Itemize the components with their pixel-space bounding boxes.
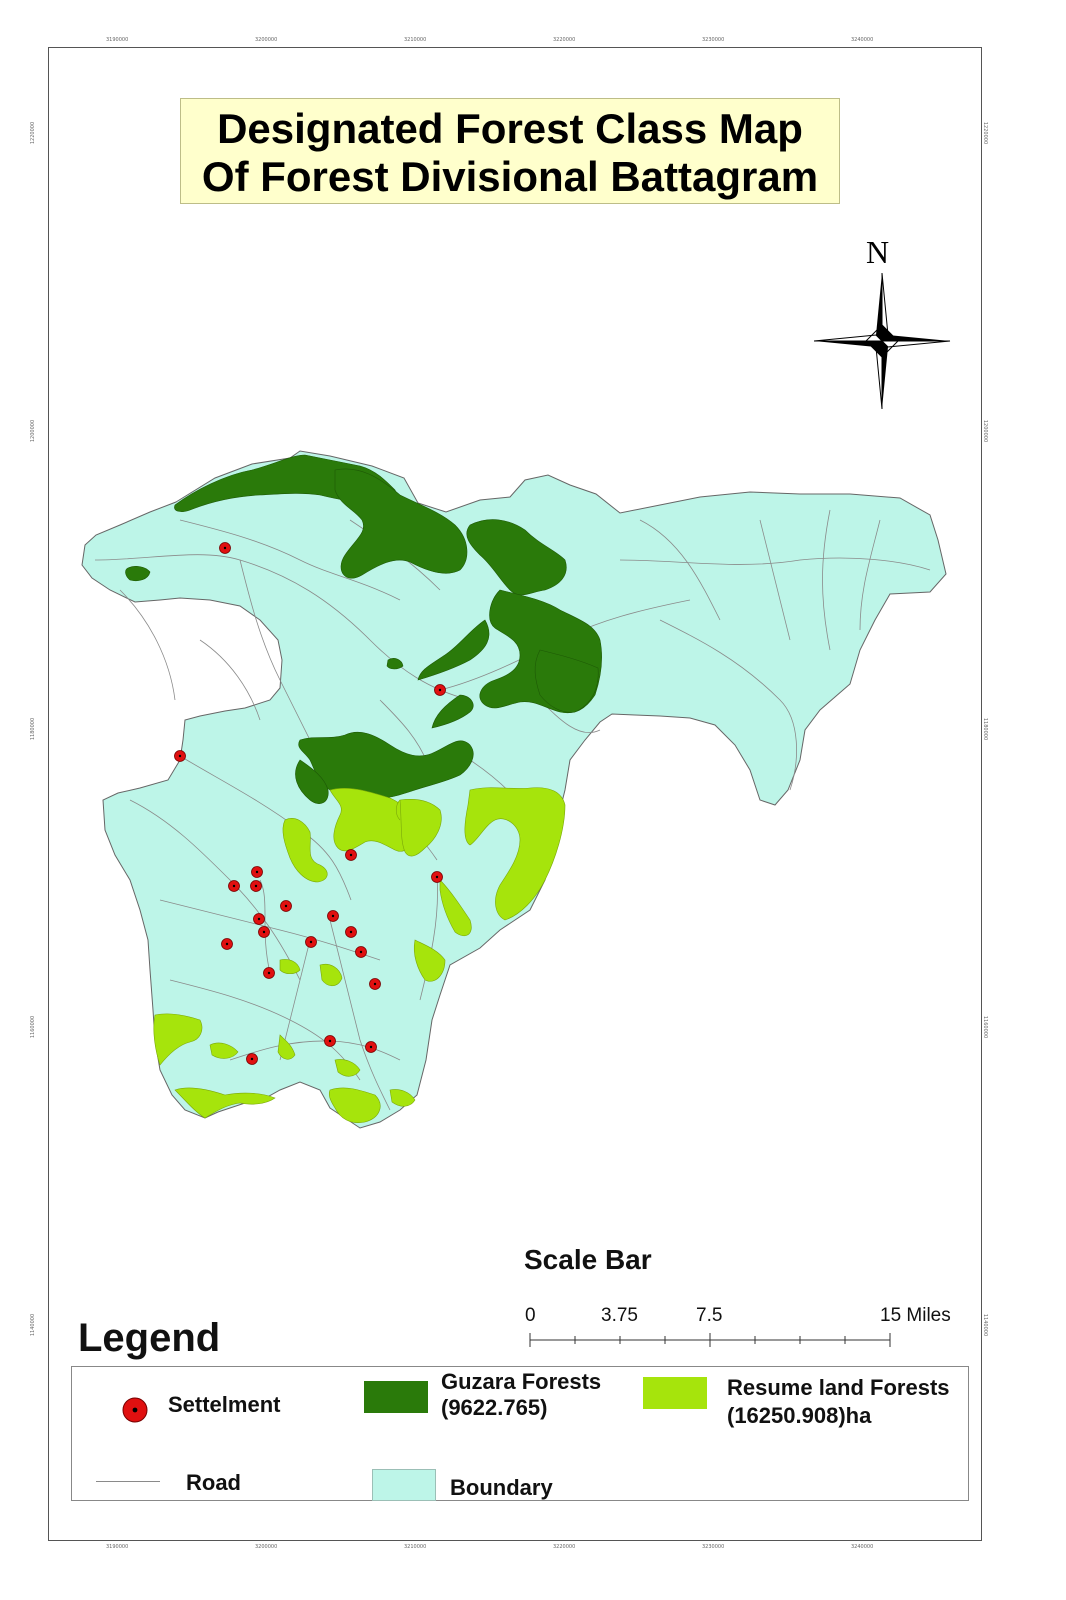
grid-label-x-bottom: 3220000: [553, 1544, 576, 1550]
settlement-marker: [365, 1041, 377, 1053]
legend-resume-swatch: [643, 1377, 707, 1409]
scale-bar-title: Scale Bar: [524, 1244, 652, 1275]
legend-road-swatch: [96, 1481, 160, 1482]
compass-rose-icon: [814, 272, 951, 410]
legend-settlement-label: Settelment: [168, 1392, 281, 1417]
legend-road-label: Road: [186, 1470, 241, 1495]
grid-label-x-bottom: 3240000: [851, 1544, 874, 1550]
settlement-marker: [250, 880, 262, 892]
settlement-marker: [246, 1053, 258, 1065]
map-title-line1: Designated Forest Class Map: [217, 105, 803, 152]
map-frame: [48, 47, 982, 1541]
grid-label-x-top: 3200000: [255, 37, 278, 43]
settlement-marker: [431, 871, 443, 883]
settlement-marker: [280, 900, 292, 912]
settlement-marker: [327, 910, 339, 922]
legend-resume-label-line2: (16250.908)ha: [727, 1403, 872, 1428]
grid-label-x-top: 3230000: [702, 37, 725, 43]
legend-resume-label-line1: Resume land Forests: [727, 1375, 950, 1400]
scale-label-7-5: 7.5: [696, 1305, 723, 1326]
guzara-forest-areas: [125, 454, 602, 804]
grid-label-x-top: 3240000: [851, 37, 874, 43]
settlement-marker: [263, 967, 275, 979]
map-title-line2: Of Forest Divisional Battagram: [201, 153, 819, 200]
grid-label-x-bottom: 3210000: [404, 1544, 427, 1550]
settlement-marker: [174, 750, 186, 762]
legend-title: Legend: [78, 1316, 221, 1360]
scale-label-0: 0: [525, 1305, 536, 1326]
grid-label-x-bottom: 3200000: [255, 1544, 278, 1550]
settlement-marker: [219, 542, 231, 554]
map-title: Designated Forest Class Map Of Forest Di…: [180, 98, 840, 204]
settlement-marker: [221, 938, 233, 950]
settlement-symbol-icon: [122, 1397, 148, 1423]
north-label: N: [866, 234, 890, 270]
settlement-marker: [345, 849, 357, 861]
grid-label-x-bottom: 3190000: [106, 1544, 129, 1550]
settlement-marker: [251, 866, 263, 878]
grid-label-x-top: 3210000: [404, 37, 427, 43]
scale-label-3-75: 3.75: [601, 1305, 638, 1326]
settlement-marker: [253, 913, 265, 925]
grid-label-x-top: 3220000: [553, 37, 576, 43]
legend-boundary-label: Boundary: [450, 1475, 553, 1500]
settlement-markers: [174, 542, 446, 1065]
settlement-marker: [305, 936, 317, 948]
legend-box: Settelment Guzara Forests (9622.765) Res…: [71, 1366, 969, 1501]
settlement-marker: [258, 926, 270, 938]
resume-land-forest-areas: [153, 787, 566, 1123]
scale-label-15-miles: 15 Miles: [880, 1305, 951, 1326]
grid-label-x-top: 3190000: [106, 37, 129, 43]
settlement-marker: [369, 978, 381, 990]
scale-bar: [529, 1333, 891, 1347]
legend-guzara-label-line2: (9622.765): [441, 1395, 548, 1420]
settlement-marker: [434, 684, 446, 696]
settlement-marker: [228, 880, 240, 892]
grid-label-x-bottom: 3230000: [702, 1544, 725, 1550]
legend-boundary-swatch: [372, 1469, 436, 1501]
north-arrow: N: [814, 234, 952, 414]
settlement-marker: [324, 1035, 336, 1047]
legend-guzara-swatch: [364, 1381, 428, 1413]
legend-guzara-label-line1: Guzara Forests: [441, 1369, 602, 1394]
settlement-marker: [345, 926, 357, 938]
settlement-marker: [355, 946, 367, 958]
